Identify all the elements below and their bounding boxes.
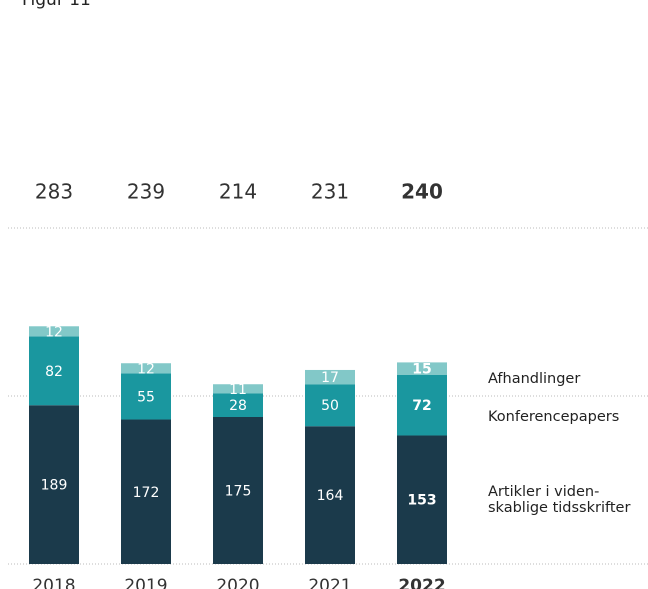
bar-segment xyxy=(121,373,171,420)
bar-segment xyxy=(213,417,263,564)
value-label: 50 xyxy=(321,398,339,414)
legend-label: Afhandlinger xyxy=(488,370,581,387)
value-label: 11 xyxy=(229,382,247,398)
bar-segment xyxy=(213,384,263,394)
value-label: 153 xyxy=(407,493,436,509)
bar-segment xyxy=(121,419,171,564)
value-label: 175 xyxy=(225,484,252,500)
bar-segment xyxy=(397,375,447,436)
x-tick-label: 2022 xyxy=(398,576,445,589)
bar-segment xyxy=(305,426,355,564)
bar-segment xyxy=(29,326,79,337)
bar-segment xyxy=(213,393,263,417)
bar-segment xyxy=(305,384,355,427)
legend-label: Artikler i viden- skablige tidsskrifter xyxy=(488,483,631,516)
bar-segment xyxy=(397,435,447,564)
value-label: 82 xyxy=(45,364,63,380)
total-label: 283 xyxy=(35,180,73,204)
value-label: 164 xyxy=(317,488,344,504)
value-label: 15 xyxy=(412,362,431,378)
total-label: 240 xyxy=(401,180,443,204)
total-label: 239 xyxy=(127,180,165,204)
bar-segment xyxy=(305,369,355,385)
x-tick-label: 2018 xyxy=(32,576,75,589)
bar-segment xyxy=(29,336,79,406)
value-label: 12 xyxy=(45,324,63,340)
legend-label: Konferencepapers xyxy=(488,409,620,426)
bar-segment xyxy=(29,405,79,564)
value-label: 28 xyxy=(229,398,247,414)
total-label: 231 xyxy=(311,180,349,204)
total-label: 214 xyxy=(219,180,257,204)
value-label: 12 xyxy=(137,361,155,377)
x-tick-label: 2019 xyxy=(124,576,167,589)
value-label: 172 xyxy=(133,485,160,501)
value-label: 189 xyxy=(41,478,68,494)
value-label: 17 xyxy=(321,370,339,386)
value-label: 55 xyxy=(137,389,155,405)
x-tick-label: 2020 xyxy=(216,576,259,589)
value-label: 72 xyxy=(412,398,431,414)
bar-segment xyxy=(121,363,171,374)
chart-title: Figur 11 xyxy=(22,0,91,10)
bar-segment xyxy=(397,362,447,375)
x-tick-label: 2021 xyxy=(308,576,351,589)
